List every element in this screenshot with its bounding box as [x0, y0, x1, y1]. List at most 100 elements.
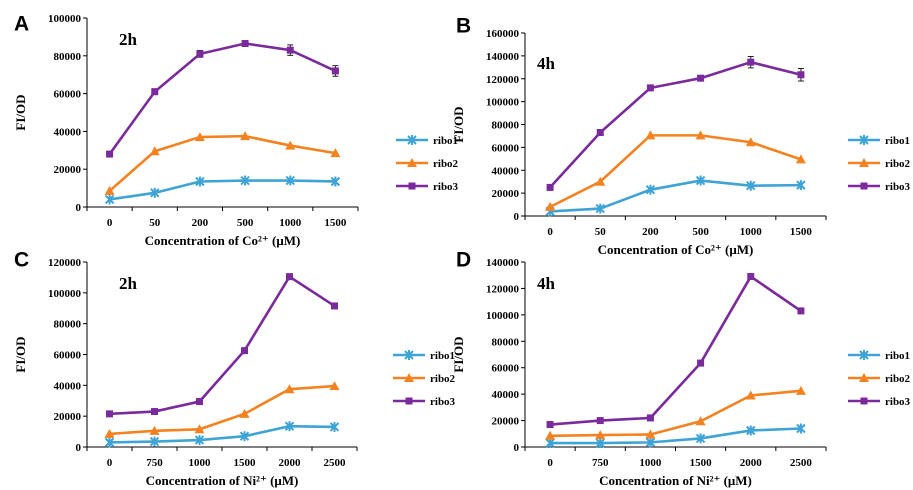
legend-label: ribo1	[885, 350, 910, 362]
data-point	[595, 430, 606, 440]
data-point	[329, 421, 340, 432]
panel-letter: B	[456, 14, 471, 37]
data-point	[241, 40, 249, 48]
x-tick-label: 500	[692, 226, 709, 238]
legend-label: ribo3	[430, 396, 456, 408]
series-line-ribo3	[108, 42, 336, 155]
x-tick-label: 750	[592, 457, 609, 469]
series-line-ribo1	[109, 179, 336, 201]
data-point	[697, 359, 705, 367]
data-point	[796, 180, 806, 191]
data-point	[645, 429, 656, 439]
data-point	[695, 130, 706, 140]
x-axis-label: Concentration of Co²⁺ (μM)	[598, 242, 754, 257]
data-point	[747, 58, 755, 66]
data-point	[286, 273, 293, 281]
y-axis-label: FI/OD	[13, 336, 28, 372]
data-point	[196, 398, 203, 406]
panel-title: 2h	[119, 30, 138, 49]
data-point	[331, 302, 338, 310]
series-ribo1	[104, 175, 341, 205]
data-point	[545, 430, 556, 440]
y-tick-label: 80000	[54, 51, 82, 63]
series-ribo3	[106, 273, 338, 418]
legend-entry-ribo2: ribo2	[848, 373, 911, 385]
data-point	[746, 180, 756, 191]
y-tick-label: 80000	[492, 120, 520, 132]
legend-entry-ribo3: ribo3	[848, 181, 911, 193]
legend-marker	[404, 373, 414, 382]
legend-label: ribo3	[885, 396, 911, 408]
legend-marker	[405, 397, 413, 405]
legend-label: ribo3	[433, 181, 459, 193]
y-tick-label: 0	[514, 211, 520, 223]
legend-entry-ribo2: ribo2	[396, 158, 459, 170]
data-point	[595, 203, 605, 214]
legend-marker	[859, 373, 869, 382]
series-line-ribo2	[109, 384, 335, 436]
y-tick-label: 0	[76, 202, 82, 214]
data-point	[745, 390, 756, 400]
data-point	[646, 414, 654, 422]
x-tick-label: 2000	[279, 457, 302, 469]
series-ribo1	[545, 423, 806, 449]
data-point	[285, 175, 295, 186]
y-tick-label: 100000	[486, 310, 520, 322]
data-point	[330, 176, 341, 187]
legend-label: ribo2	[885, 158, 911, 170]
legend-entry-ribo1: ribo1	[393, 350, 455, 362]
data-point	[284, 421, 295, 432]
series-ribo3	[106, 40, 339, 158]
x-tick-label: 50	[595, 226, 607, 238]
panel-title: 2h	[119, 274, 138, 293]
data-point	[104, 194, 115, 205]
x-tick-label: 200	[642, 226, 659, 238]
data-point	[329, 381, 340, 391]
series-ribo1	[545, 175, 806, 217]
y-tick-label: 40000	[54, 380, 82, 392]
y-tick-label: 100000	[48, 288, 82, 300]
data-point	[695, 175, 706, 186]
data-point	[797, 307, 805, 315]
data-point	[795, 385, 806, 395]
data-point	[284, 384, 295, 394]
y-tick-label: 60000	[492, 142, 520, 154]
x-tick-label: 0	[547, 226, 553, 238]
y-tick-label: 60000	[492, 363, 520, 375]
data-point	[196, 50, 204, 58]
y-tick-label: 120000	[486, 283, 520, 295]
legend-marker	[860, 182, 868, 190]
y-tick-label: 100000	[486, 97, 520, 109]
legend-entry-ribo2: ribo2	[848, 158, 911, 170]
data-point	[596, 129, 604, 137]
y-tick-label: 140000	[486, 257, 520, 269]
data-point	[240, 175, 250, 186]
series-ribo2	[545, 385, 806, 440]
data-point	[330, 148, 341, 158]
data-point	[695, 433, 706, 444]
y-axis-label: FI/OD	[13, 94, 28, 130]
x-tick-label: 2000	[740, 457, 763, 469]
data-point	[595, 176, 606, 186]
x-tick-label: 1500	[234, 457, 257, 469]
y-tick-label: 80000	[492, 336, 520, 348]
data-point	[194, 435, 205, 446]
data-point	[194, 132, 205, 142]
legend-label: ribo3	[885, 181, 911, 193]
panel-letter: A	[14, 12, 29, 35]
data-point	[645, 130, 656, 140]
data-point	[149, 425, 160, 435]
series-ribo3	[546, 273, 805, 429]
series-line-ribo1	[109, 424, 335, 444]
y-tick-label: 120000	[486, 74, 520, 86]
legend-entry-ribo3: ribo3	[396, 181, 459, 193]
data-point	[239, 431, 250, 442]
panel-d: D4h0200004000060000800001000001200001400…	[451, 248, 911, 488]
data-point	[240, 131, 251, 141]
y-tick-label: 0	[514, 442, 520, 454]
y-tick-label: 40000	[492, 165, 520, 177]
legend-entry-ribo1: ribo1	[848, 135, 910, 147]
data-point	[695, 416, 706, 426]
x-tick-label: 750	[146, 457, 163, 469]
legend-label: ribo1	[885, 135, 910, 147]
